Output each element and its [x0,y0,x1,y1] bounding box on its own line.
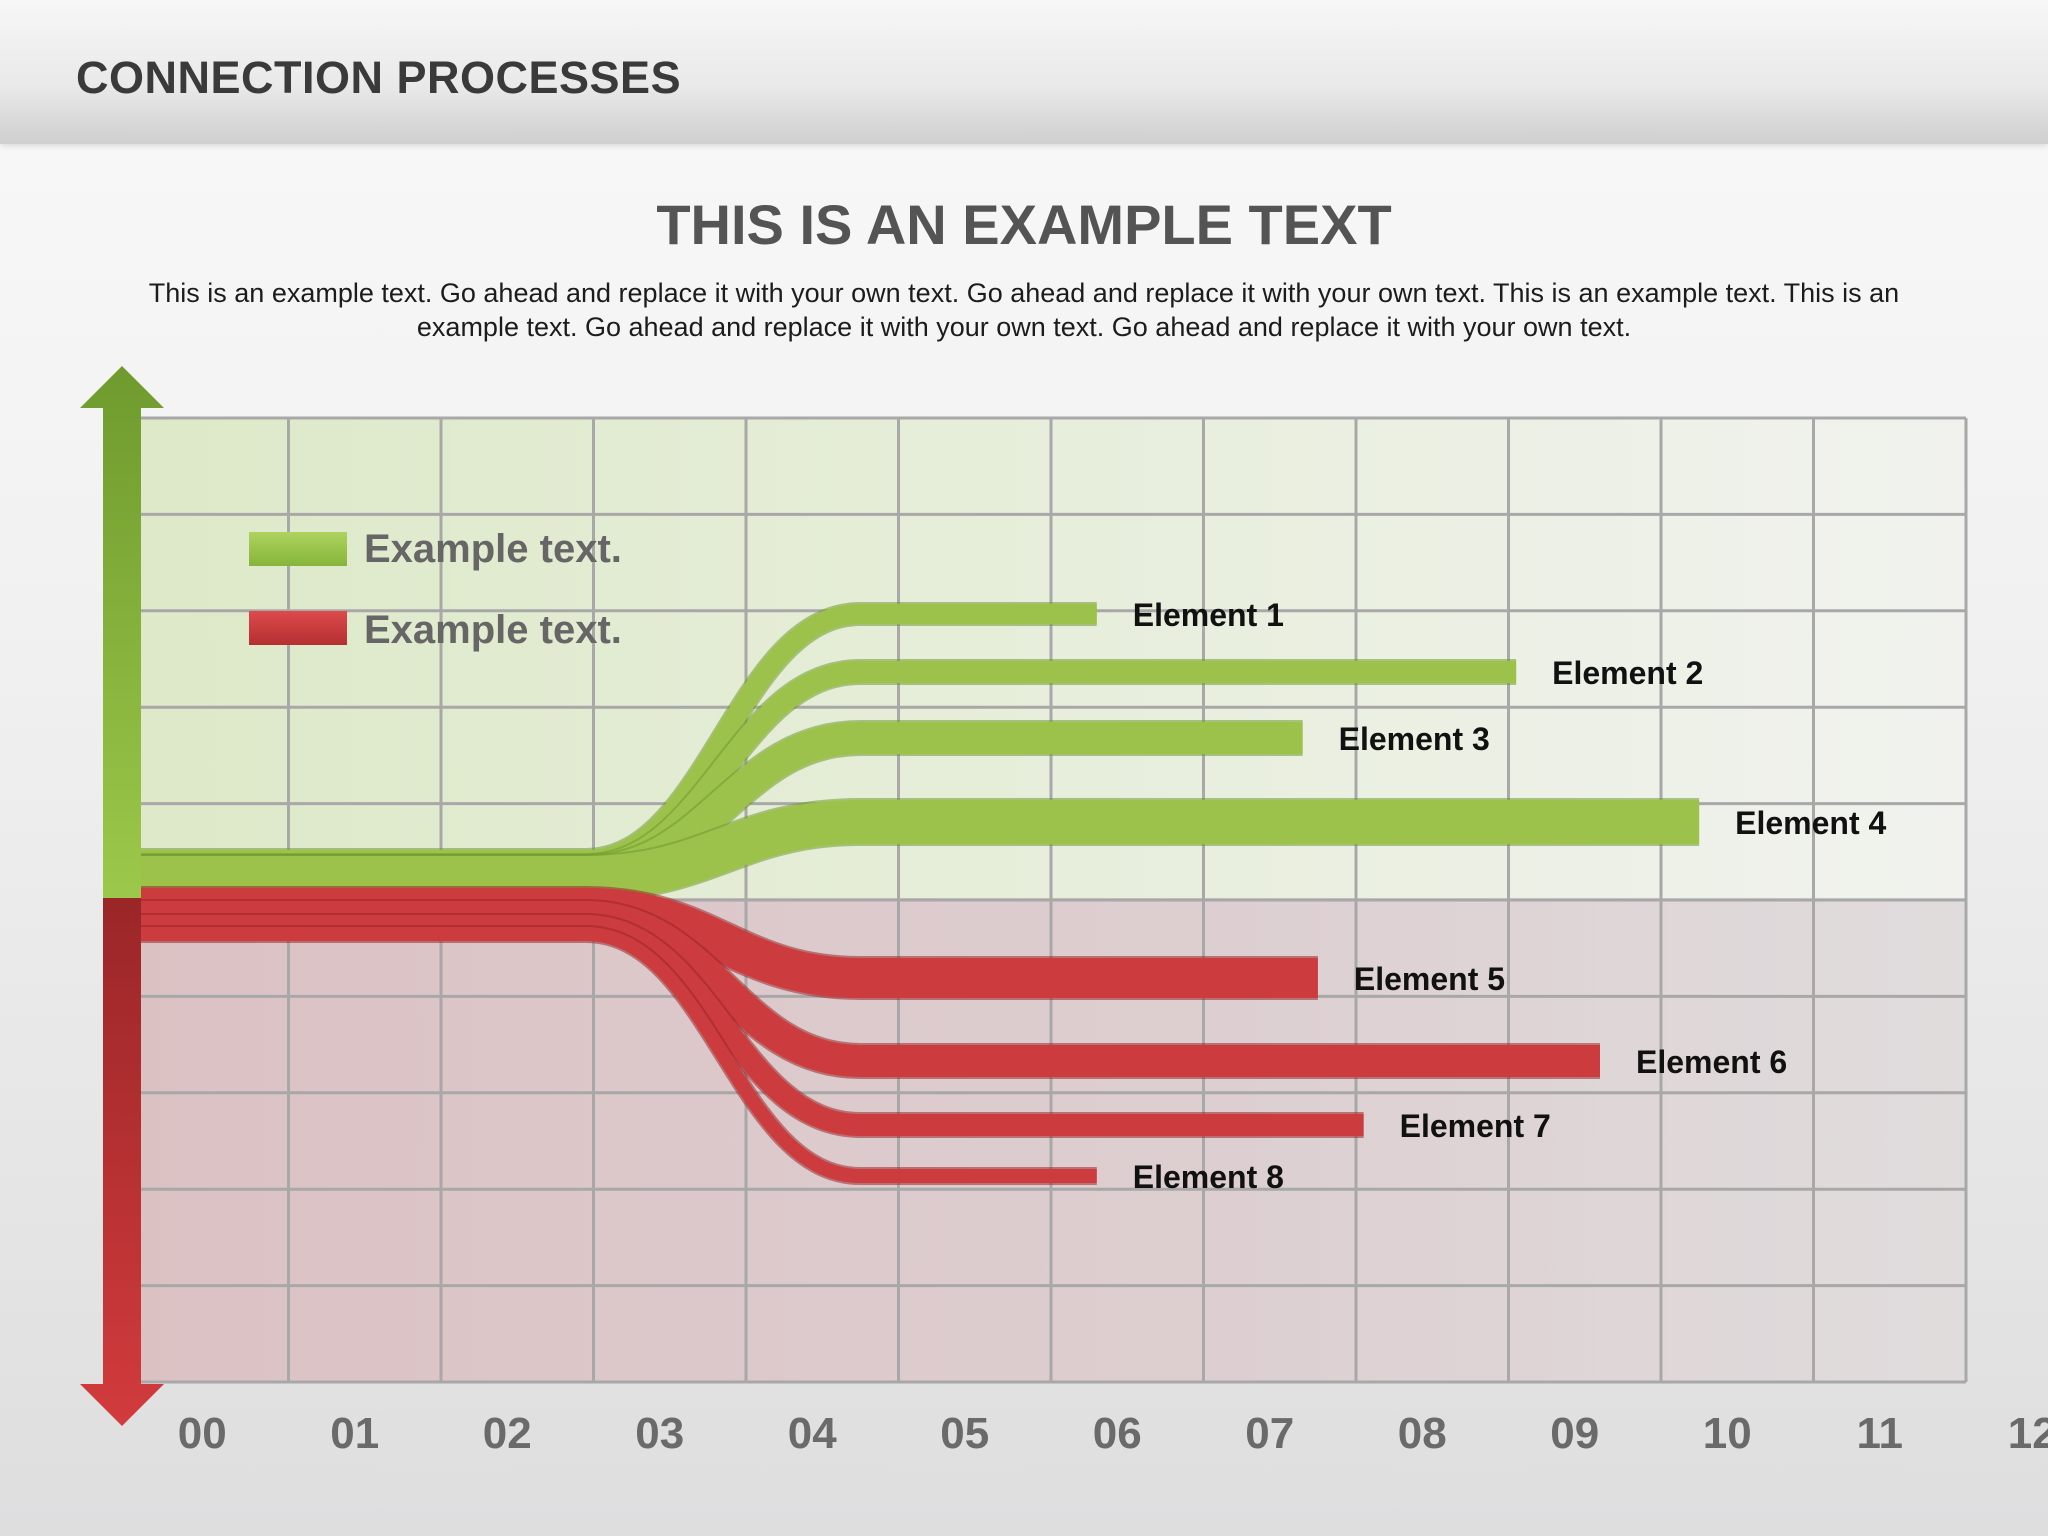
element-label-4: Element 4 [1735,805,1886,841]
main-title: THIS IS AN EXAMPLE TEXT [656,193,1392,256]
x-tick-label: 08 [1398,1409,1447,1458]
x-axis-ticks: 00 01 02 03 04 05 06 07 08 09 10 11 12 [178,1409,2048,1458]
x-tick-label: 03 [635,1409,684,1458]
legend-label-green: Example text. [364,527,622,571]
x-tick-label: 12 [2008,1409,2048,1458]
x-tick-label: 11 [1856,1409,1903,1458]
element-label-2: Element 2 [1552,655,1703,691]
flow-band-element-4 [136,800,1700,900]
down-arrow-icon [80,898,164,1426]
element-label-3: Element 3 [1339,721,1490,757]
header-bar: CONNECTION PROCESSES [0,0,2048,144]
x-tick-label: 00 [178,1409,227,1458]
legend: Example text. Example text. [249,527,622,652]
vertical-axis-arrow [80,366,164,1426]
x-tick-label: 05 [940,1409,989,1458]
x-tick-label: 04 [788,1409,837,1458]
element-label-1: Element 1 [1133,597,1284,633]
x-tick-label: 01 [330,1409,379,1458]
legend-label-red: Example text. [364,608,622,652]
x-tick-label: 07 [1245,1409,1294,1458]
main-body-text: This is an example text. Go ahead and re… [148,278,1900,342]
up-arrow-icon [80,366,164,898]
element-label-8: Element 8 [1133,1159,1284,1195]
element-label-7: Element 7 [1400,1108,1551,1144]
flow-bands [132,602,1700,1185]
element-label-5: Element 5 [1354,961,1505,997]
element-label-6: Element 6 [1636,1044,1787,1080]
legend-swatch-red [249,611,347,645]
header-title: CONNECTION PROCESSES [76,52,682,103]
x-tick-label: 09 [1550,1409,1599,1458]
x-tick-label: 02 [483,1409,532,1458]
legend-swatch-green [249,532,347,566]
element-labels: Element 1 Element 2 Element 3 Element 4 Elem… [1133,597,1887,1195]
flow-band-element-8 [136,927,1097,1183]
x-tick-label: 10 [1703,1409,1752,1458]
x-tick-label: 06 [1093,1409,1142,1458]
